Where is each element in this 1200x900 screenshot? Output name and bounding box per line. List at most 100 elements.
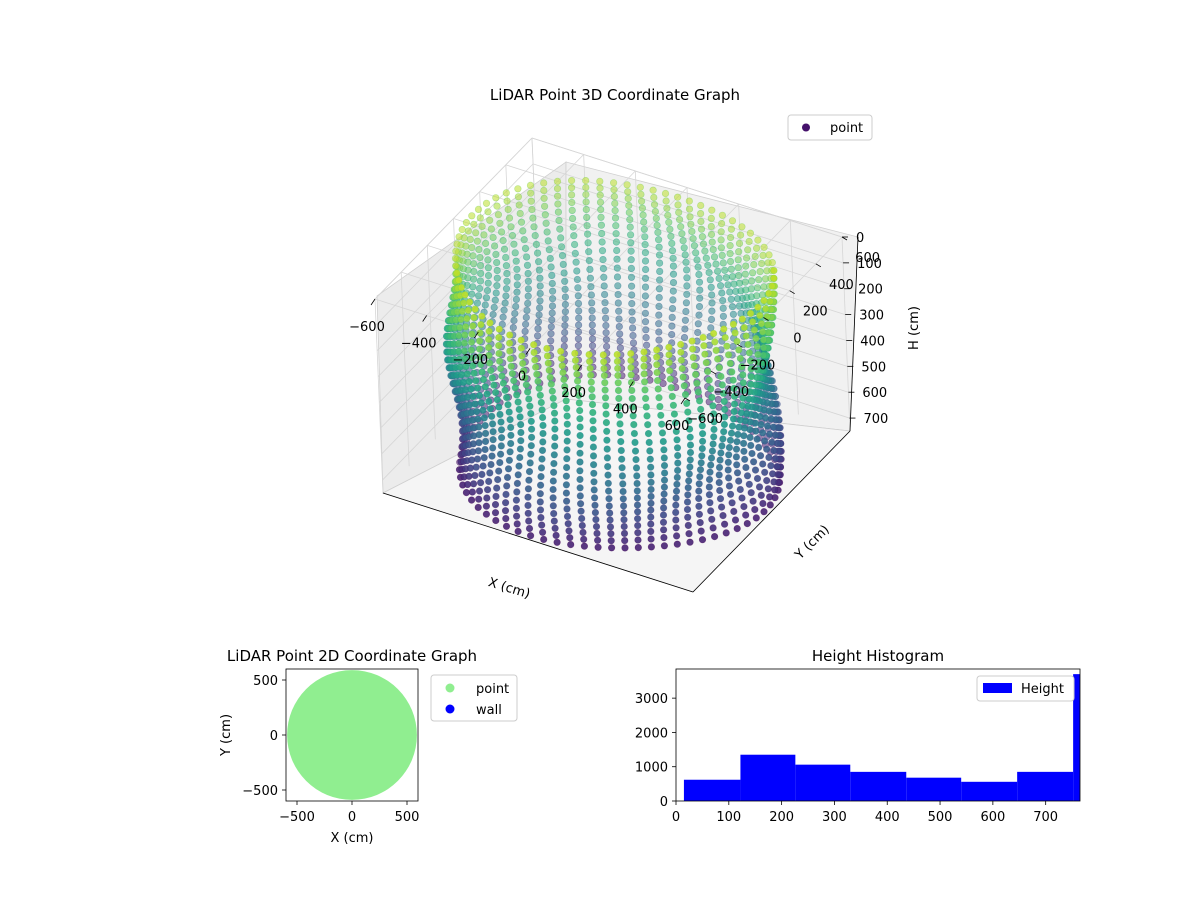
plot-3d-point — [728, 368, 736, 376]
plot-3d-point — [495, 403, 503, 411]
plot-3d-point — [504, 205, 512, 214]
plot-3d-point — [747, 441, 755, 450]
plot-3d-point — [740, 503, 748, 511]
plot-3d-point — [719, 312, 728, 320]
plot-3d-point — [636, 183, 644, 191]
plot-3d-point — [523, 261, 532, 269]
plot-3d-point — [616, 330, 624, 338]
plot-3d-point — [668, 331, 676, 339]
plot-3d-point — [468, 456, 476, 464]
plot-3d-point — [585, 357, 594, 366]
plot-3d-point — [690, 242, 699, 250]
plot-3d-point — [732, 445, 741, 453]
plot-3d-point — [583, 230, 592, 238]
plot-3d-legend-frame — [787, 114, 873, 141]
plot-3d-point — [525, 476, 533, 484]
plot-3d-point — [669, 287, 677, 295]
plot-3d-point — [473, 237, 482, 245]
plot-3d-point — [571, 349, 579, 358]
plot-3d-point — [759, 460, 767, 468]
plot-3d-point — [626, 231, 635, 239]
plot-3d-point — [533, 370, 541, 378]
plot-3d-point — [538, 406, 546, 414]
plot-3d-point — [540, 179, 548, 187]
plot-3d-point — [590, 478, 598, 486]
plot-3d-point — [634, 543, 642, 552]
plot-3d-point — [620, 509, 628, 517]
plot-3d-point — [458, 307, 466, 315]
plot-3d-point — [493, 274, 501, 282]
plot-3d-point — [618, 455, 626, 463]
plot-3d-point — [724, 351, 733, 359]
plot-3d-point — [718, 211, 727, 219]
plot-3d-point — [482, 199, 491, 207]
plot-3d-title: LiDAR Point 3D Coordinate Graph — [490, 86, 740, 104]
plot-3d-point — [683, 498, 692, 506]
plot-3d-point — [476, 214, 484, 222]
plot-3d-point — [760, 437, 769, 445]
plot-3d-point — [493, 266, 501, 275]
plot-3d-point — [763, 477, 771, 485]
plot-3d-point — [720, 397, 728, 406]
plot-3d-point — [725, 443, 734, 452]
plot-3d-point — [517, 218, 526, 226]
plot-3d-point — [599, 256, 607, 264]
plot-3d-point — [687, 220, 695, 228]
plot-3d-point — [682, 258, 690, 266]
plot-3d-point — [576, 423, 584, 431]
plot-3d-point — [721, 266, 729, 274]
plot-3d-point — [563, 428, 571, 437]
plot-3d-point — [618, 464, 626, 472]
plot-3d-point — [655, 328, 663, 336]
plot-3d-point — [692, 249, 700, 257]
plot-3d-point — [484, 208, 492, 216]
plot-3d-point — [563, 455, 571, 463]
plot-3d-point — [719, 297, 727, 305]
plot-3d-point — [672, 508, 680, 517]
plot-3d-point — [592, 522, 601, 531]
plot-3d-point — [686, 463, 694, 471]
plot-3d-point — [735, 248, 743, 256]
plot-3d-point — [562, 463, 571, 472]
plot-3d-point — [506, 347, 514, 355]
plot-3d-point — [550, 451, 558, 459]
plot-3d-point — [536, 490, 544, 498]
plot-2d-title: LiDAR Point 2D Coordinate Graph — [227, 647, 477, 665]
plot-3d-point — [690, 362, 699, 370]
plot-3d-point — [668, 305, 677, 313]
plot-3d-point — [686, 448, 695, 457]
plot-3d-z-tick-label: 700 — [863, 412, 888, 427]
plot-3d-point — [602, 410, 610, 418]
plot-3d-point — [464, 480, 472, 489]
plot-3d-point — [614, 290, 622, 299]
plot-3d-point — [742, 511, 750, 519]
plot-2d-x-tick-label: 0 — [348, 810, 356, 825]
plot-2d-legend-marker-wall — [445, 704, 455, 714]
plot-3d-point — [619, 495, 627, 503]
plot-3d-point — [626, 216, 634, 224]
plot-3d-point — [492, 250, 500, 258]
plot-3d-point — [634, 536, 642, 544]
plot-3d-point — [655, 311, 663, 319]
plot-3d-point — [696, 210, 705, 218]
plot-3d-point — [567, 191, 576, 199]
plot-3d-point — [701, 247, 709, 255]
plot-3d-point — [627, 239, 635, 247]
plot-3d-point — [697, 201, 705, 210]
plot-3d-point — [686, 433, 694, 441]
plot-3d-point — [728, 499, 736, 507]
plot-3d-point — [633, 501, 642, 509]
plot-3d-point — [696, 518, 704, 527]
plot-3d-point — [535, 384, 543, 392]
plot-3d-point — [492, 289, 500, 297]
plot-3d-point — [563, 404, 571, 412]
plot-3d-point — [730, 400, 739, 408]
plot-3d-point — [701, 350, 709, 358]
plot-3d-point — [513, 391, 521, 399]
plot-3d-point — [680, 382, 688, 390]
plot-3d-point — [567, 177, 576, 185]
plot-3d-point — [669, 296, 677, 304]
plot-3d-point — [681, 325, 689, 333]
plot-3d-point — [689, 235, 697, 243]
plot-3d-y-tick — [763, 317, 769, 321]
